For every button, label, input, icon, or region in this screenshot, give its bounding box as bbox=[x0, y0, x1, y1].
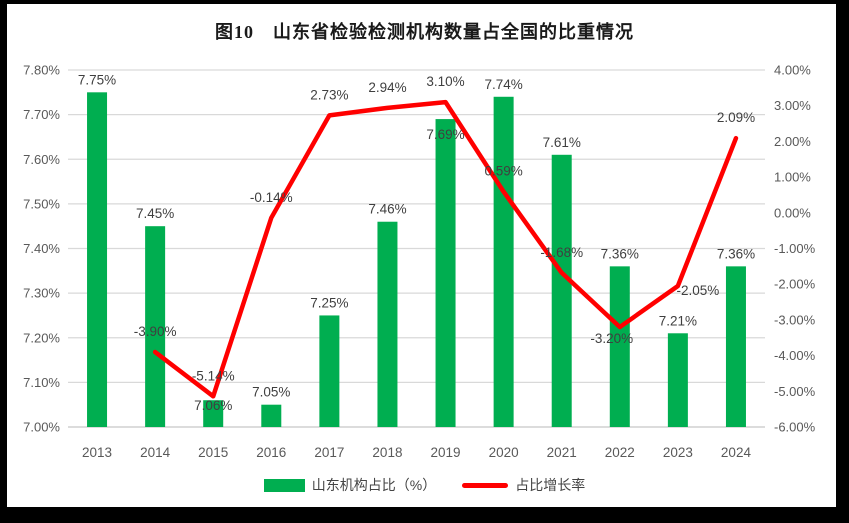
bar-data-label: 7.69% bbox=[426, 127, 464, 142]
y-axis-right-tick: -6.00% bbox=[774, 420, 816, 435]
legend: 山东机构占比（%） 占比增长率 bbox=[0, 473, 849, 497]
line-data-label: -2.05% bbox=[676, 283, 719, 298]
y-axis-left-tick: 7.20% bbox=[23, 330, 60, 345]
x-axis-tick: 2014 bbox=[140, 445, 171, 460]
line-data-label: -3.20% bbox=[590, 331, 633, 346]
bar-2024 bbox=[725, 266, 746, 427]
bar-2018 bbox=[377, 221, 398, 427]
line-data-label: 2.09% bbox=[717, 110, 755, 125]
line-data-label: -5.14% bbox=[192, 368, 235, 383]
bar-2017 bbox=[319, 315, 340, 427]
y-axis-left-tick: 7.70% bbox=[23, 107, 60, 122]
screenshot-frame-left bbox=[0, 0, 7, 523]
x-axis-tick: 2023 bbox=[663, 445, 693, 460]
x-axis-tick: 2013 bbox=[82, 445, 112, 460]
x-axis-tick: 2017 bbox=[314, 445, 344, 460]
line-data-label: 2.94% bbox=[368, 80, 406, 95]
line-series-swatch-icon bbox=[462, 482, 509, 488]
legend-item-line-series: 占比增长率 bbox=[462, 475, 585, 495]
line-data-label: -1.68% bbox=[540, 245, 583, 260]
y-axis-right-tick: 2.00% bbox=[774, 134, 811, 149]
bar-data-label: 7.46% bbox=[368, 202, 406, 217]
chart-title: 图10 山东省检验检测机构数量占全国的比重情况 bbox=[215, 22, 634, 42]
screenshot-frame-bottom bbox=[0, 507, 849, 523]
bar-2013 bbox=[87, 92, 108, 427]
x-axis-tick: 2022 bbox=[605, 445, 635, 460]
y-axis-right-tick: 4.00% bbox=[774, 63, 811, 78]
y-axis-left-tick: 7.30% bbox=[23, 286, 60, 301]
y-axis-right-tick: -1.00% bbox=[774, 241, 816, 256]
screenshot-frame-top bbox=[0, 0, 849, 4]
bar-2021 bbox=[551, 154, 572, 427]
y-axis-right-tick: -2.00% bbox=[774, 277, 816, 292]
legend-line-label: 占比增长率 bbox=[515, 477, 586, 493]
bar-2016 bbox=[261, 404, 282, 427]
bar-data-label: 7.36% bbox=[601, 246, 639, 261]
bar-data-label: 7.74% bbox=[484, 77, 522, 92]
x-axis-tick: 2021 bbox=[547, 445, 577, 460]
bar-data-label: 7.75% bbox=[78, 72, 116, 87]
bar-data-label: 7.61% bbox=[543, 135, 581, 150]
line-data-label: -0.14% bbox=[250, 190, 293, 205]
x-axis-tick: 2020 bbox=[489, 445, 519, 460]
bar-2015 bbox=[203, 400, 224, 427]
line-data-label: 3.10% bbox=[426, 74, 464, 89]
bar-data-label: 7.45% bbox=[136, 206, 174, 221]
bar-2023 bbox=[667, 333, 688, 427]
x-axis-tick: 2016 bbox=[256, 445, 286, 460]
y-axis-right-tick: -4.00% bbox=[774, 348, 816, 363]
y-axis-right-tick: -3.00% bbox=[774, 312, 816, 327]
y-axis-left-tick: 7.40% bbox=[23, 241, 60, 256]
x-axis-tick: 2019 bbox=[431, 445, 461, 460]
bar-data-label: 7.06% bbox=[194, 398, 232, 413]
bar-data-label: 7.25% bbox=[310, 295, 348, 310]
legend-bar-label: 山东机构占比（%） bbox=[311, 477, 437, 493]
legend-item-bar-series: 山东机构占比（%） bbox=[263, 475, 437, 495]
y-axis-right-tick: 0.00% bbox=[774, 205, 811, 220]
bar-2022 bbox=[609, 266, 630, 427]
x-axis-tick: 2024 bbox=[721, 445, 752, 460]
y-axis-left-tick: 7.10% bbox=[23, 375, 60, 390]
line-data-label: 2.73% bbox=[310, 87, 348, 102]
bar-2019 bbox=[435, 119, 456, 428]
x-axis-tick: 2015 bbox=[198, 445, 228, 460]
y-axis-right-tick: -5.00% bbox=[774, 384, 816, 399]
bar-series-swatch-icon bbox=[263, 478, 305, 492]
bar-data-label: 7.21% bbox=[659, 313, 697, 328]
line-data-label: 0.59% bbox=[484, 164, 522, 179]
bar-data-label: 7.05% bbox=[252, 385, 290, 400]
y-axis-left-tick: 7.50% bbox=[23, 196, 60, 211]
bar-2014 bbox=[145, 226, 166, 427]
screenshot-frame-right bbox=[836, 0, 849, 523]
y-axis-left-tick: 7.00% bbox=[23, 420, 60, 435]
growth-rate-line bbox=[152, 99, 739, 399]
y-axis-left-tick: 7.80% bbox=[23, 63, 60, 78]
y-axis-right-tick: 1.00% bbox=[774, 170, 811, 185]
bar-2020 bbox=[493, 96, 514, 428]
y-axis-left-tick: 7.60% bbox=[23, 152, 60, 167]
bar-data-label: 7.36% bbox=[717, 246, 755, 261]
x-axis-tick: 2018 bbox=[372, 445, 402, 460]
line-data-label: -3.90% bbox=[134, 324, 177, 339]
y-axis-right-tick: 3.00% bbox=[774, 98, 811, 113]
